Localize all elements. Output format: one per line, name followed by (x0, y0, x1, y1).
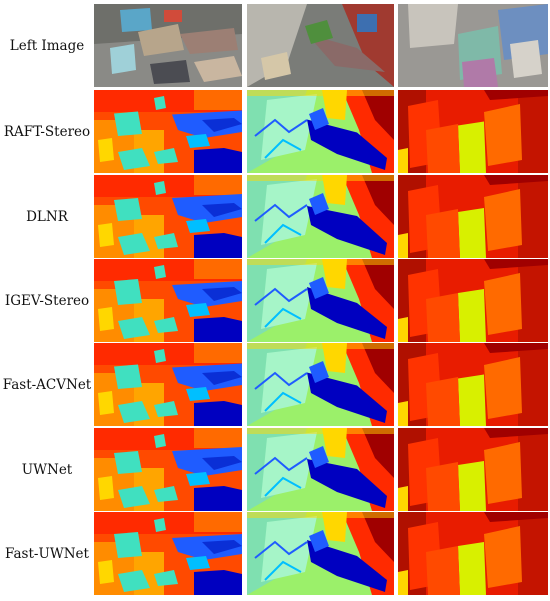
disparity-map-panel (398, 90, 548, 173)
disparity-map-panel (247, 90, 394, 173)
row-label: Fast-UWNet (5, 545, 89, 562)
disparity-map-panel (247, 259, 394, 342)
disparity-map-panel (247, 175, 394, 258)
left-image-panel (247, 4, 394, 87)
row-label: UWNet (21, 461, 73, 478)
disparity-map-panel (94, 343, 242, 426)
disparity-map-panel (247, 428, 394, 511)
left-image-panel (398, 4, 548, 87)
disparity-map-panel (398, 512, 548, 595)
disparity-map-panel (398, 343, 548, 426)
row-label: Fast-ACVNet (2, 376, 92, 393)
row-label: IGEV-Stereo (4, 292, 90, 309)
disparity-map-panel (94, 512, 242, 595)
disparity-map-panel (398, 428, 548, 511)
disparity-map-panel (94, 90, 242, 173)
disparity-map-panel (247, 343, 394, 426)
left-image-panel (94, 4, 242, 87)
disparity-map-panel (247, 512, 394, 595)
disparity-map-panel (94, 428, 242, 511)
disparity-map-panel (398, 259, 548, 342)
disparity-map-panel (94, 175, 242, 258)
row-label: RAFT-Stereo (3, 123, 91, 140)
row-label: Left Image (9, 37, 85, 54)
disparity-map-panel (94, 259, 242, 342)
row-label: DLNR (26, 208, 68, 225)
disparity-map-panel (398, 175, 548, 258)
